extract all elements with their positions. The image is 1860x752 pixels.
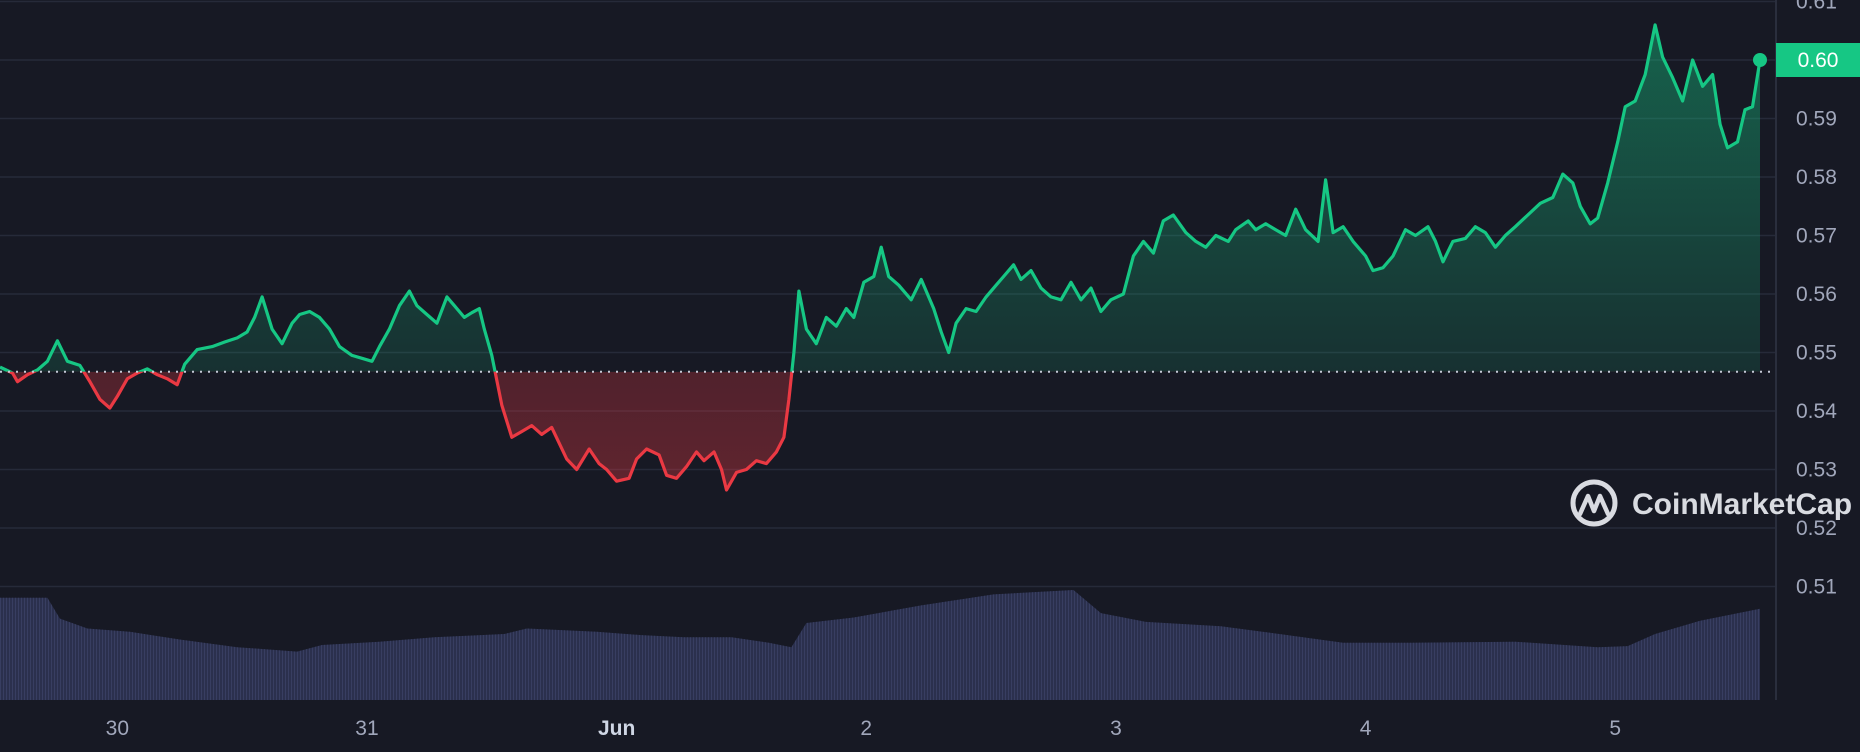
y-tick-label: 0.57 (1796, 225, 1837, 248)
x-tick-label: 5 (1609, 717, 1621, 740)
volume-bars (0, 590, 1760, 700)
coinmarketcap-watermark: CoinMarketCap (1570, 479, 1852, 527)
y-tick-label: 0.58 (1796, 166, 1837, 189)
x-tick-label: 31 (355, 717, 378, 740)
area-above-baseline (0, 24, 1760, 372)
current-price-badge: 0.60 (1776, 43, 1860, 77)
x-tick-label: 2 (860, 717, 872, 740)
current-price-label: 0.60 (1798, 49, 1839, 72)
y-tick-label: 0.54 (1796, 400, 1837, 423)
y-tick-label: 0.55 (1796, 342, 1837, 365)
current-price-dot (1753, 53, 1767, 67)
coinmarketcap-logo-icon (1570, 479, 1618, 527)
x-tick-label: 3 (1110, 717, 1122, 740)
y-tick-label: 0.53 (1796, 459, 1837, 482)
x-tick-label: 30 (106, 717, 129, 740)
y-tick-label: 0.51 (1796, 576, 1837, 599)
y-tick-label: 0.61 (1796, 0, 1837, 14)
y-tick-label: 0.56 (1796, 283, 1837, 306)
x-tick-label: Jun (598, 717, 635, 740)
watermark-text: CoinMarketCap (1632, 488, 1852, 521)
x-tick-label: 4 (1360, 717, 1372, 740)
x-axis-ticks: 30 31 Jun 2 3 4 5 (106, 717, 1621, 740)
y-tick-label: 0.52 (1796, 517, 1837, 540)
price-line-series (0, 23, 1762, 492)
y-tick-label: 0.59 (1796, 108, 1837, 131)
price-line-up (0, 23, 1762, 372)
volume-area (0, 590, 1760, 700)
